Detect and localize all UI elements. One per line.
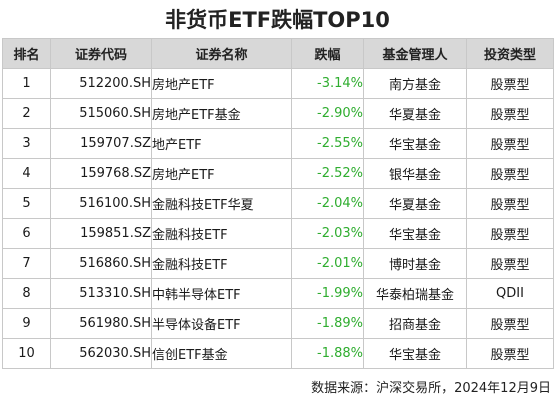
cell-change: -1.89% — [291, 308, 364, 339]
cell-code: 515060.SH — [50, 98, 152, 129]
cell-rank: 5 — [2, 188, 51, 219]
table-row: 6 159851.SZ 金融科技ETF -2.03% 华宝基金 股票型 — [2, 218, 554, 249]
cell-rank: 6 — [2, 218, 51, 249]
cell-rank: 1 — [2, 68, 51, 99]
table-header-row: 排名 证券代码 证券名称 跌幅 基金管理人 投资类型 — [2, 38, 554, 69]
cell-code: 516100.SH — [50, 188, 152, 219]
cell-code: 512200.SH — [50, 68, 152, 99]
table-row: 1 512200.SH 房地产ETF -3.14% 南方基金 股票型 — [2, 68, 554, 99]
cell-code: 159851.SZ — [50, 218, 152, 249]
cell-type: 股票型 — [466, 308, 554, 339]
cell-name: 地产ETF — [151, 128, 292, 159]
table-row: 8 513310.SH 中韩半导体ETF -1.99% 华泰柏瑞基金 QDII — [2, 278, 554, 309]
cell-name: 房地产ETF基金 — [151, 98, 292, 129]
table-row: 7 516860.SH 金融科技ETF -2.01% 博时基金 股票型 — [2, 248, 554, 279]
cell-type: 股票型 — [466, 248, 554, 279]
cell-rank: 7 — [2, 248, 51, 279]
cell-code: 513310.SH — [50, 278, 152, 309]
header-code: 证券代码 — [50, 38, 152, 69]
cell-change: -2.03% — [291, 218, 364, 249]
cell-name: 半导体设备ETF — [151, 308, 292, 339]
cell-change: -1.99% — [291, 278, 364, 309]
cell-code: 159768.SZ — [50, 158, 152, 189]
cell-change: -2.90% — [291, 98, 364, 129]
table-title: 非货币ETF跌幅TOP10 — [165, 8, 390, 32]
cell-name: 金融科技ETF — [151, 218, 292, 249]
cell-manager: 南方基金 — [363, 68, 467, 99]
header-name: 证券名称 — [151, 38, 292, 69]
cell-manager: 招商基金 — [363, 308, 467, 339]
cell-change: -2.52% — [291, 158, 364, 189]
cell-type: 股票型 — [466, 188, 554, 219]
cell-name: 房地产ETF — [151, 68, 292, 99]
cell-change: -3.14% — [291, 68, 364, 99]
cell-rank: 9 — [2, 308, 51, 339]
cell-name: 房地产ETF — [151, 158, 292, 189]
cell-rank: 10 — [2, 338, 51, 369]
cell-rank: 4 — [2, 158, 51, 189]
cell-code: 561980.SH — [50, 308, 152, 339]
cell-type: 股票型 — [466, 98, 554, 129]
header-change: 跌幅 — [291, 38, 364, 69]
table-row: 10 562030.SH 信创ETF基金 -1.88% 华宝基金 股票型 — [2, 338, 554, 369]
cell-change: -2.04% — [291, 188, 364, 219]
table-row: 2 515060.SH 房地产ETF基金 -2.90% 华夏基金 股票型 — [2, 98, 554, 129]
data-source-note: 数据来源：沪深交易所，2024年12月9日 — [311, 381, 551, 396]
cell-manager: 华宝基金 — [363, 218, 467, 249]
header-type: 投资类型 — [466, 38, 554, 69]
cell-type: 股票型 — [466, 68, 554, 99]
cell-code: 562030.SH — [50, 338, 152, 369]
table-row: 4 159768.SZ 房地产ETF -2.52% 银华基金 股票型 — [2, 158, 554, 189]
cell-name: 信创ETF基金 — [151, 338, 292, 369]
cell-change: -2.55% — [291, 128, 364, 159]
header-manager: 基金管理人 — [363, 38, 467, 69]
table-row: 3 159707.SZ 地产ETF -2.55% 华宝基金 股票型 — [2, 128, 554, 159]
table-row: 5 516100.SH 金融科技ETF华夏 -2.04% 华夏基金 股票型 — [2, 188, 554, 219]
cell-type: 股票型 — [466, 218, 554, 249]
cell-code: 516860.SH — [50, 248, 152, 279]
cell-manager: 博时基金 — [363, 248, 467, 279]
cell-rank: 3 — [2, 128, 51, 159]
cell-manager: 华夏基金 — [363, 98, 467, 129]
etf-decline-table: 排名 证券代码 证券名称 跌幅 基金管理人 投资类型 1 512200.SH 房地产… — [2, 38, 554, 369]
cell-type: 股票型 — [466, 158, 554, 189]
cell-change: -2.01% — [291, 248, 364, 279]
cell-name: 中韩半导体ETF — [151, 278, 292, 309]
cell-manager: 华泰柏瑞基金 — [363, 278, 467, 309]
cell-manager: 华宝基金 — [363, 338, 467, 369]
cell-rank: 2 — [2, 98, 51, 129]
cell-name: 金融科技ETF华夏 — [151, 188, 292, 219]
cell-manager: 华宝基金 — [363, 128, 467, 159]
cell-type: 股票型 — [466, 128, 554, 159]
cell-manager: 华夏基金 — [363, 188, 467, 219]
cell-rank: 8 — [2, 278, 51, 309]
cell-manager: 银华基金 — [363, 158, 467, 189]
header-rank: 排名 — [2, 38, 51, 69]
cell-type: QDII — [466, 278, 554, 309]
cell-name: 金融科技ETF — [151, 248, 292, 279]
table-row: 9 561980.SH 半导体设备ETF -1.89% 招商基金 股票型 — [2, 308, 554, 339]
cell-type: 股票型 — [466, 338, 554, 369]
cell-change: -1.88% — [291, 338, 364, 369]
cell-code: 159707.SZ — [50, 128, 152, 159]
